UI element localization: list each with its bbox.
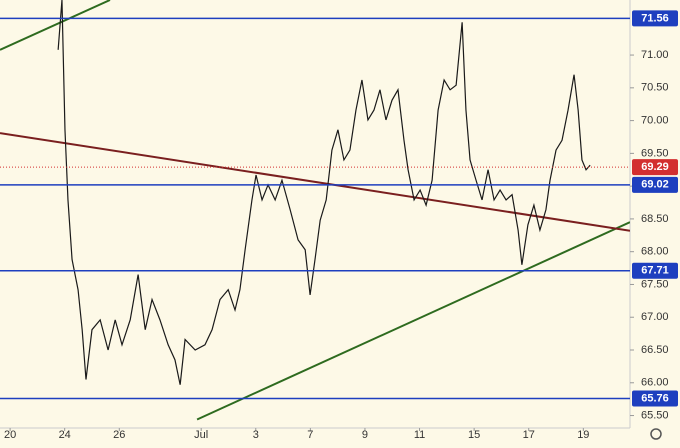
y-tick-label: 65.50	[641, 409, 669, 421]
y-tick-label: 68.00	[641, 246, 669, 258]
x-tick-label: 20	[4, 429, 16, 441]
last-price-label: 69.29	[641, 161, 669, 173]
level-label: 71.56	[641, 12, 669, 24]
y-tick-label: 71.00	[641, 49, 669, 61]
y-tick-label: 67.00	[641, 311, 669, 323]
y-tick-label: 69.50	[641, 147, 669, 159]
y-tick-label: 67.50	[641, 278, 669, 290]
y-tick-label: 68.50	[641, 213, 669, 225]
y-tick-label: 66.50	[641, 344, 669, 356]
x-tick-label: 9	[362, 429, 368, 441]
x-tick-label: 3	[253, 429, 259, 441]
x-tick-label: 17	[523, 429, 535, 441]
trend-line	[0, 132, 630, 232]
level-label: 65.76	[641, 392, 669, 404]
level-label-box	[632, 176, 678, 193]
x-tick-label: 24	[59, 429, 71, 441]
y-tick-label: 66.00	[641, 377, 669, 389]
x-tick-label: 26	[113, 429, 125, 441]
x-tick-label: 15	[468, 429, 480, 441]
x-tick-label: 7	[307, 429, 313, 441]
level-label-box	[632, 10, 678, 27]
x-tick-label: Jul	[194, 429, 208, 441]
y-tick-label: 70.00	[641, 115, 669, 127]
price-line	[57, 0, 591, 385]
level-label-box	[632, 390, 678, 407]
last-price-box	[632, 159, 678, 176]
x-tick-label: 11	[414, 429, 425, 441]
y-tick-label: 70.50	[641, 82, 669, 94]
level-label: 67.71	[641, 265, 669, 277]
x-tick-label: 19	[577, 429, 589, 441]
trend-line	[0, 0, 111, 51]
settings-gear[interactable]	[650, 428, 662, 440]
settings-icon[interactable]	[650, 428, 662, 440]
level-label: 69.02	[641, 179, 669, 191]
level-label-box	[632, 262, 678, 279]
plot-area	[0, 0, 630, 421]
trend-line	[196, 221, 630, 421]
